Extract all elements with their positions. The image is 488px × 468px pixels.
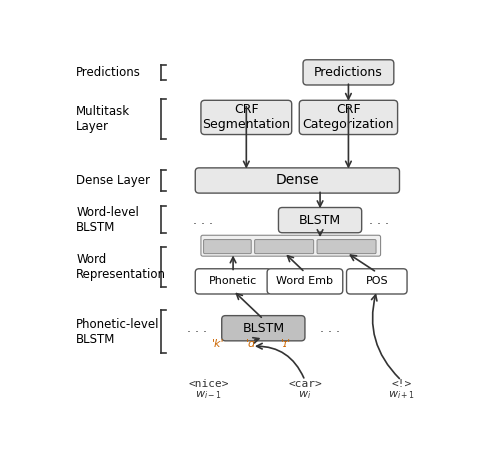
FancyBboxPatch shape: [267, 269, 343, 294]
Text: Dense Layer: Dense Layer: [76, 174, 150, 187]
Text: $w_{i}$: $w_{i}$: [298, 389, 311, 401]
Text: . . .: . . .: [187, 322, 207, 335]
Text: BLSTM: BLSTM: [299, 213, 341, 227]
Text: <!>: <!>: [391, 379, 411, 389]
Text: BLSTM: BLSTM: [242, 322, 285, 335]
Text: Predictions: Predictions: [314, 66, 383, 79]
Text: Predictions: Predictions: [76, 66, 141, 79]
Text: <nice>: <nice>: [188, 379, 229, 389]
Text: Dense: Dense: [276, 174, 319, 188]
Text: Multitask
Layer: Multitask Layer: [76, 105, 130, 133]
Text: 'ɑ': 'ɑ': [245, 339, 259, 350]
FancyBboxPatch shape: [222, 315, 305, 341]
Text: <car>: <car>: [288, 379, 322, 389]
FancyBboxPatch shape: [201, 235, 381, 256]
Text: 'ɪ': 'ɪ': [281, 339, 291, 350]
FancyBboxPatch shape: [299, 100, 398, 134]
FancyBboxPatch shape: [201, 100, 292, 134]
FancyBboxPatch shape: [317, 240, 376, 254]
Text: Phonetic: Phonetic: [209, 277, 257, 286]
FancyBboxPatch shape: [303, 60, 394, 85]
Text: . . .: . . .: [369, 213, 388, 227]
FancyBboxPatch shape: [203, 240, 251, 254]
FancyBboxPatch shape: [279, 207, 362, 233]
FancyBboxPatch shape: [346, 269, 407, 294]
FancyBboxPatch shape: [195, 168, 400, 193]
Text: Word-level
BLSTM: Word-level BLSTM: [76, 206, 139, 234]
Text: POS: POS: [366, 277, 388, 286]
FancyBboxPatch shape: [255, 240, 314, 254]
Text: Word Emb: Word Emb: [276, 277, 333, 286]
Text: CRF
Segmentation: CRF Segmentation: [203, 103, 290, 132]
Text: Phonetic-level
BLSTM: Phonetic-level BLSTM: [76, 318, 160, 346]
Text: CRF
Categorization: CRF Categorization: [303, 103, 394, 132]
Text: . . .: . . .: [320, 322, 340, 335]
Text: $w_{i+1}$: $w_{i+1}$: [388, 389, 415, 401]
Text: . . .: . . .: [193, 213, 213, 227]
Text: 'k': 'k': [212, 339, 224, 350]
Text: Word
Representation: Word Representation: [76, 253, 166, 281]
FancyBboxPatch shape: [195, 269, 271, 294]
Text: $w_{i-1}$: $w_{i-1}$: [195, 389, 222, 401]
